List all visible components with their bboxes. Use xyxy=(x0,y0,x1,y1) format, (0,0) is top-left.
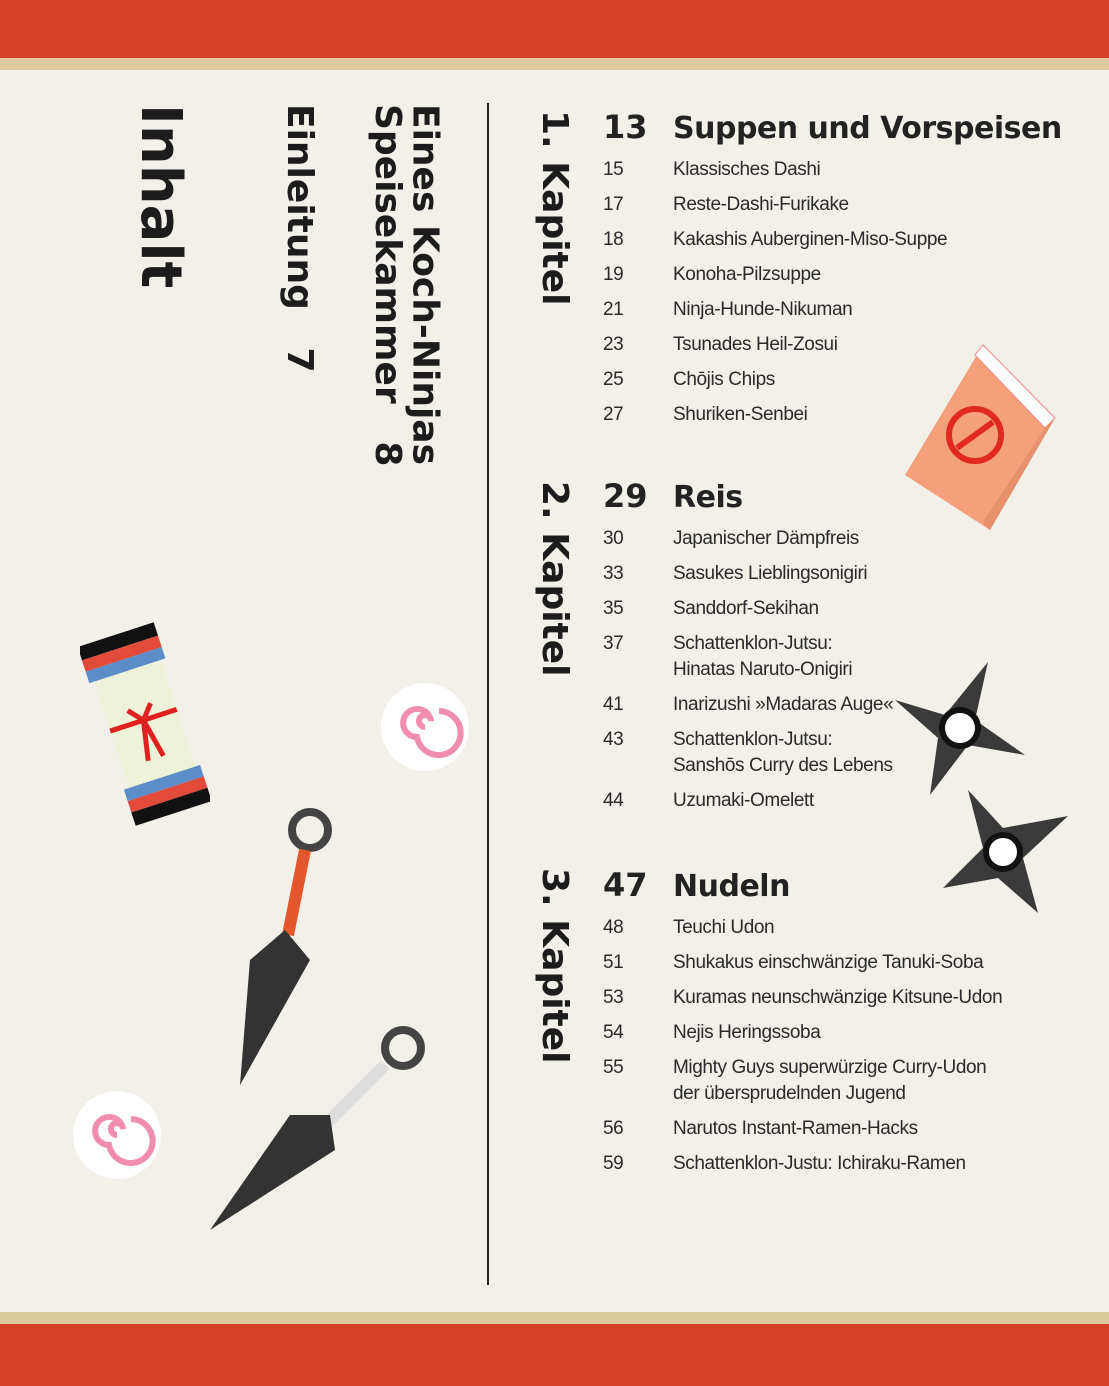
entry-page: 27 xyxy=(603,404,624,425)
chapter-title: Reis xyxy=(673,480,743,515)
toc-entry[interactable]: 15 Klassisches Dashi xyxy=(603,157,1062,183)
entry-title: Kakashis Auberginen-Miso-Suppe xyxy=(673,229,948,250)
toc-entry[interactable]: 21 Ninja-Hunde-Nikuman xyxy=(603,297,1062,323)
scroll-icon xyxy=(80,622,210,826)
entry-page: 19 xyxy=(603,264,624,285)
entry-title: Chōjis Chips xyxy=(673,369,775,390)
entry-title: Mighty Guys superwürzige Curry-Udon der … xyxy=(673,1057,987,1104)
entry-page: 33 xyxy=(603,563,624,584)
entry-title: Nejis Heringssoba xyxy=(673,1022,821,1043)
narutomaki-icon xyxy=(73,1091,161,1179)
entry-page: 37 xyxy=(603,633,624,654)
toc-front-einleitung[interactable]: Einleitung 7 xyxy=(278,104,320,373)
entry-title: Konoha-Pilzsuppe xyxy=(673,264,821,285)
toc-entry[interactable]: 25 Chōjis Chips xyxy=(603,367,1062,393)
chapter-section-3: 47 Nudeln 48 Teuchi Udon 51 Shukakus ein… xyxy=(603,866,1003,1177)
toc-entry[interactable]: 41 Inarizushi »Madaras Auge« xyxy=(603,692,894,718)
entry-page: 53 xyxy=(603,987,624,1008)
chapter-page: 29 xyxy=(603,477,648,515)
entry-title: Schattenklon-Justu: Ichiraku-Ramen xyxy=(673,1153,966,1174)
chapter-page: 13 xyxy=(603,108,648,146)
entry-title: Sanddorf-Sekihan xyxy=(673,598,819,619)
toc-entry[interactable]: 55 Mighty Guys superwürzige Curry-Udon d… xyxy=(603,1055,1002,1107)
entry-title: Japanischer Dämpfreis xyxy=(673,528,859,549)
toc-entry[interactable]: 27 Shuriken-Senbei xyxy=(603,402,1062,428)
entry-page: 15 xyxy=(603,159,624,180)
toc-entry[interactable]: 56 Narutos Instant-Ramen-Hacks xyxy=(603,1116,1002,1142)
bottom-stripe xyxy=(0,1312,1109,1324)
toc-entry[interactable]: 17 Reste-Dashi-Furikake xyxy=(603,192,1062,218)
page-title: Inhalt xyxy=(127,104,193,289)
entry-title: Schattenklon-Jutsu: Hinatas Naruto-Onigi… xyxy=(673,633,853,680)
entry-page: 48 xyxy=(603,917,624,938)
toc-entry[interactable]: 59 Schattenklon-Justu: Ichiraku-Ramen xyxy=(603,1151,1002,1177)
entry-page: 18 xyxy=(603,229,624,250)
chapter-section-2: 29 Reis 30 Japanischer Dämpfreis 33 Sasu… xyxy=(603,477,894,814)
kunai-icon xyxy=(240,808,332,1085)
narutomaki-icon xyxy=(381,683,469,771)
shuriken-icon xyxy=(943,790,1068,913)
entry-page: 44 xyxy=(603,790,624,811)
chapter-label-3: 3. Kapitel xyxy=(533,868,575,1064)
entry-title: Schattenklon-Jutsu: Sanshōs Curry des Le… xyxy=(673,729,893,776)
entry-title: Shuriken-Senbei xyxy=(673,404,808,425)
book-icon xyxy=(905,344,1056,530)
toc-entry[interactable]: 43 Schattenklon-Jutsu: Sanshōs Curry des… xyxy=(603,727,893,779)
toc-entry[interactable]: 44 Uzumaki-Omelett xyxy=(603,788,893,814)
entry-title: Tsunades Heil-Zosui xyxy=(673,334,838,355)
toc-front-speisekammer[interactable]: Eines Koch-Ninjas Speisekammer 8 xyxy=(366,104,446,467)
entry-title: Narutos Instant-Ramen-Hacks xyxy=(673,1118,918,1139)
entry-title: Teuchi Udon xyxy=(673,917,775,938)
toc-entry[interactable]: 30 Japanischer Dämpfreis xyxy=(603,526,893,552)
shuriken-icon xyxy=(895,662,1025,795)
toc-entry[interactable]: 54 Nejis Heringssoba xyxy=(603,1020,1002,1046)
toc-entry[interactable]: 18 Kakashis Auberginen-Miso-Suppe xyxy=(603,227,1062,253)
entry-title: Shukakus einschwänzige Tanuki-Soba xyxy=(673,952,984,973)
entry-page: 56 xyxy=(603,1118,624,1139)
entry-page: 43 xyxy=(603,729,624,750)
entry-title: Inarizushi »Madaras Auge« xyxy=(673,694,894,715)
entry-page: 30 xyxy=(603,528,624,549)
toc-entry[interactable]: 53 Kuramas neunschwänzige Kitsune-Udon xyxy=(603,985,1003,1011)
entry-page: 21 xyxy=(603,299,624,320)
entry-page: 25 xyxy=(603,369,624,390)
divider xyxy=(487,103,489,1285)
toc-entry[interactable]: 51 Shukakus einschwänzige Tanuki-Soba xyxy=(603,950,1002,976)
chapter-label-1: 1. Kapitel xyxy=(533,110,575,306)
entry-title: Sasukes Lieblingsonigiri xyxy=(673,563,868,584)
entry-page: 23 xyxy=(603,334,624,355)
top-stripe xyxy=(0,58,1109,70)
chapter-title: Nudeln xyxy=(673,869,790,904)
chapter-heading[interactable]: 13 Suppen und Vorspeisen xyxy=(603,108,1062,148)
entry-title: Klassisches Dashi xyxy=(673,159,821,180)
entry-page: 17 xyxy=(603,194,624,215)
chapter-section-1: 13 Suppen und Vorspeisen 15 Klassisches … xyxy=(603,108,1062,428)
toc-entry[interactable]: 35 Sanddorf-Sekihan xyxy=(603,596,893,622)
chapter-title: Suppen und Vorspeisen xyxy=(673,111,1062,146)
chapter-heading[interactable]: 47 Nudeln xyxy=(603,866,1002,906)
toc-entry[interactable]: 48 Teuchi Udon xyxy=(603,915,1002,941)
toc-entry[interactable]: 19 Konoha-Pilzsuppe xyxy=(603,262,1062,288)
entry-page: 35 xyxy=(603,598,624,619)
chapter-page: 47 xyxy=(603,866,648,904)
toc-entry[interactable]: 37 Schattenklon-Jutsu: Hinatas Naruto-On… xyxy=(603,631,893,683)
entry-page: 59 xyxy=(603,1153,624,1174)
top-band xyxy=(0,0,1109,58)
entry-title: Uzumaki-Omelett xyxy=(673,790,814,811)
entry-page: 54 xyxy=(603,1022,624,1043)
entry-title: Kuramas neunschwänzige Kitsune-Udon xyxy=(673,987,1003,1008)
entry-page: 55 xyxy=(603,1057,624,1078)
entry-page: 41 xyxy=(603,694,624,715)
entry-title: Ninja-Hunde-Nikuman xyxy=(673,299,853,320)
chapter-label-2: 2. Kapitel xyxy=(533,481,575,677)
entry-title: Reste-Dashi-Furikake xyxy=(673,194,849,215)
bottom-band xyxy=(0,1324,1109,1386)
kunai-icon xyxy=(210,1026,425,1230)
chapter-heading[interactable]: 29 Reis xyxy=(603,477,893,517)
entry-page: 51 xyxy=(603,952,624,973)
toc-entry[interactable]: 33 Sasukes Lieblingsonigiri xyxy=(603,561,893,587)
toc-entry[interactable]: 23 Tsunades Heil-Zosui xyxy=(603,332,1062,358)
